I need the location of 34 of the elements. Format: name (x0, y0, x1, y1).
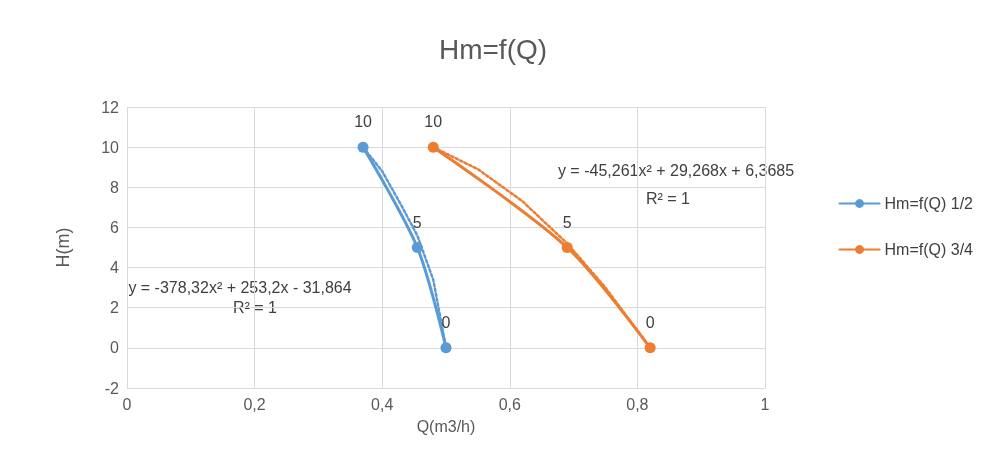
y-tick-label: 8 (110, 178, 120, 196)
point (440, 342, 452, 354)
annotation: R² = 1 (645, 189, 691, 207)
data-label: 5 (412, 213, 422, 231)
legend-label: Hm=f(Q) 1/2 (884, 195, 974, 212)
x-tick-label: 0,4 (371, 395, 394, 413)
x-tick-label: 0,2 (243, 395, 266, 413)
y-axis-title: H(m) (53, 227, 73, 268)
point (357, 141, 369, 153)
data-label: 10 (424, 113, 443, 131)
annotation: y = -378,32x² + 253,2x - 31,864 (128, 278, 352, 296)
point (561, 242, 573, 253)
point (411, 242, 423, 253)
y-tick-label: 0 (110, 339, 120, 357)
y-tick-label: 10 (101, 138, 120, 156)
y-tick-label: 12 (101, 98, 120, 116)
x-tick-label: 0,6 (498, 395, 522, 413)
data-label: 0 (645, 313, 655, 331)
y-tick-label: 4 (110, 259, 120, 277)
annotation: y = -45,261x² + 29,268x + 6,3685 (557, 161, 795, 179)
data-label: 5 (562, 213, 572, 231)
chart-title: Hm=f(Q) (438, 33, 548, 65)
point (427, 141, 439, 153)
x-tick-label: 1 (760, 395, 770, 413)
legend-label: Hm=f(Q) 3/4 (884, 241, 974, 258)
x-tick-label: 0,8 (626, 395, 649, 413)
x-axis-title: Q(m3/h) (416, 417, 476, 435)
data-label: 10 (354, 113, 373, 131)
point (644, 342, 656, 354)
y-tick-label: -2 (104, 379, 120, 397)
x-tick-label: 0 (122, 395, 132, 413)
y-tick-label: 2 (110, 299, 120, 317)
y-tick-label: 6 (110, 218, 120, 236)
data-label: 0 (441, 313, 451, 331)
